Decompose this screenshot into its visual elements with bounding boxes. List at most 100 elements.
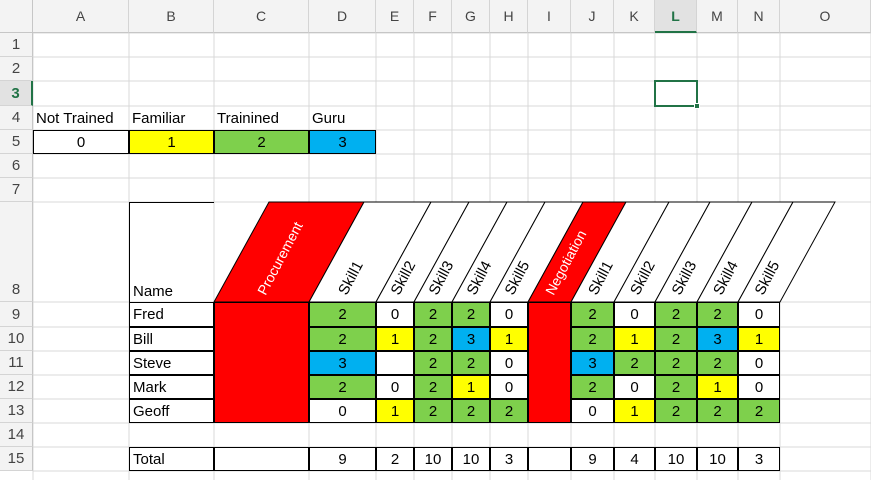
- score-cell[interactable]: 2: [452, 302, 490, 327]
- score-cell[interactable]: 2: [738, 399, 780, 423]
- row-header-7[interactable]: 7: [0, 178, 33, 202]
- score-cell[interactable]: 2: [655, 375, 697, 399]
- column-header-b[interactable]: B: [129, 0, 214, 33]
- total-empty-cell[interactable]: [528, 447, 571, 471]
- employee-name[interactable]: Geoff: [129, 399, 214, 423]
- employee-name[interactable]: Bill: [129, 327, 214, 351]
- column-header-l[interactable]: L: [655, 0, 697, 33]
- row-header-14[interactable]: 14: [0, 423, 33, 447]
- score-cell[interactable]: 2: [655, 351, 697, 375]
- score-cell[interactable]: 0: [614, 375, 655, 399]
- row-header-1[interactable]: 1: [0, 33, 33, 57]
- column-header-m[interactable]: M: [697, 0, 738, 33]
- row-header-8[interactable]: 8: [0, 202, 33, 302]
- column-header-h[interactable]: H: [490, 0, 528, 33]
- score-cell[interactable]: 2: [655, 302, 697, 327]
- total-cell[interactable]: 3: [738, 447, 780, 471]
- score-cell[interactable]: 1: [452, 375, 490, 399]
- score-cell[interactable]: 0: [614, 302, 655, 327]
- column-header-g[interactable]: G: [452, 0, 490, 33]
- employee-name[interactable]: Mark: [129, 375, 214, 399]
- score-cell[interactable]: 1: [738, 327, 780, 351]
- employee-name[interactable]: Fred: [129, 302, 214, 327]
- score-cell[interactable]: 2: [309, 375, 376, 399]
- score-cell[interactable]: 1: [376, 327, 414, 351]
- score-cell[interactable]: 2: [571, 375, 614, 399]
- score-cell[interactable]: 2: [452, 399, 490, 423]
- score-cell[interactable]: 2: [571, 302, 614, 327]
- score-cell[interactable]: 0: [738, 302, 780, 327]
- column-header-c[interactable]: C: [214, 0, 309, 33]
- column-header-a[interactable]: A: [33, 0, 129, 33]
- column-header-i[interactable]: I: [528, 0, 571, 33]
- score-cell[interactable]: 0: [309, 399, 376, 423]
- column-header-j[interactable]: J: [571, 0, 614, 33]
- score-cell[interactable]: 2: [697, 399, 738, 423]
- row-header-4[interactable]: 4: [0, 106, 33, 130]
- total-cell[interactable]: 10: [452, 447, 490, 471]
- total-cell[interactable]: 2: [376, 447, 414, 471]
- column-header-e[interactable]: E: [376, 0, 414, 33]
- column-header-d[interactable]: D: [309, 0, 376, 33]
- score-cell[interactable]: 2: [414, 399, 452, 423]
- row-header-3[interactable]: 3: [0, 81, 33, 106]
- score-cell[interactable]: 2: [414, 302, 452, 327]
- row-header-10[interactable]: 10: [0, 327, 33, 351]
- fill-handle[interactable]: [694, 103, 700, 109]
- score-cell[interactable]: 2: [571, 327, 614, 351]
- total-cell[interactable]: 9: [309, 447, 376, 471]
- negotiation-group-cell[interactable]: [528, 302, 571, 423]
- score-cell[interactable]: 2: [452, 351, 490, 375]
- total-empty-cell[interactable]: [214, 447, 309, 471]
- score-cell[interactable]: 0: [490, 351, 528, 375]
- score-cell[interactable]: 1: [490, 327, 528, 351]
- score-cell[interactable]: 1: [614, 399, 655, 423]
- row-header-11[interactable]: 11: [0, 351, 33, 375]
- row-header-2[interactable]: 2: [0, 57, 33, 81]
- score-cell[interactable]: 2: [309, 302, 376, 327]
- score-cell[interactable]: 0: [738, 351, 780, 375]
- score-cell[interactable]: 1: [697, 375, 738, 399]
- total-cell[interactable]: 10: [655, 447, 697, 471]
- score-cell[interactable]: 0: [738, 375, 780, 399]
- score-cell[interactable]: 2: [414, 327, 452, 351]
- total-cell[interactable]: 4: [614, 447, 655, 471]
- score-cell[interactable]: 1: [614, 327, 655, 351]
- total-cell[interactable]: 10: [697, 447, 738, 471]
- legend-value-cell[interactable]: 2: [214, 130, 309, 154]
- legend-value-cell[interactable]: 3: [309, 130, 376, 154]
- row-header-12[interactable]: 12: [0, 375, 33, 399]
- legend-value-cell[interactable]: 1: [129, 130, 214, 154]
- row-header-15[interactable]: 15: [0, 447, 33, 471]
- total-cell[interactable]: 9: [571, 447, 614, 471]
- score-cell[interactable]: 2: [655, 327, 697, 351]
- total-cell[interactable]: 10: [414, 447, 452, 471]
- score-cell[interactable]: 2: [309, 327, 376, 351]
- row-header-5[interactable]: 5: [0, 130, 33, 154]
- score-cell[interactable]: 2: [614, 351, 655, 375]
- score-cell[interactable]: 3: [309, 351, 376, 375]
- score-cell[interactable]: [376, 351, 414, 375]
- score-cell[interactable]: 0: [571, 399, 614, 423]
- score-cell[interactable]: 0: [376, 302, 414, 327]
- score-cell[interactable]: 2: [490, 399, 528, 423]
- score-cell[interactable]: 2: [697, 351, 738, 375]
- name-header[interactable]: Name: [129, 202, 214, 302]
- score-cell[interactable]: 0: [376, 375, 414, 399]
- legend-value-cell[interactable]: 0: [33, 130, 129, 154]
- score-cell[interactable]: 2: [655, 399, 697, 423]
- score-cell[interactable]: 2: [414, 351, 452, 375]
- column-header-f[interactable]: F: [414, 0, 452, 33]
- score-cell[interactable]: 2: [697, 302, 738, 327]
- score-cell[interactable]: 0: [490, 375, 528, 399]
- employee-name[interactable]: Steve: [129, 351, 214, 375]
- row-header-9[interactable]: 9: [0, 302, 33, 327]
- score-cell[interactable]: 2: [414, 375, 452, 399]
- procurement-group-cell[interactable]: [214, 302, 309, 423]
- active-cell-selection[interactable]: [654, 80, 698, 107]
- total-label[interactable]: Total: [129, 447, 214, 471]
- column-header-n[interactable]: N: [738, 0, 780, 33]
- column-header-k[interactable]: K: [614, 0, 655, 33]
- score-cell[interactable]: 0: [490, 302, 528, 327]
- score-cell[interactable]: 3: [571, 351, 614, 375]
